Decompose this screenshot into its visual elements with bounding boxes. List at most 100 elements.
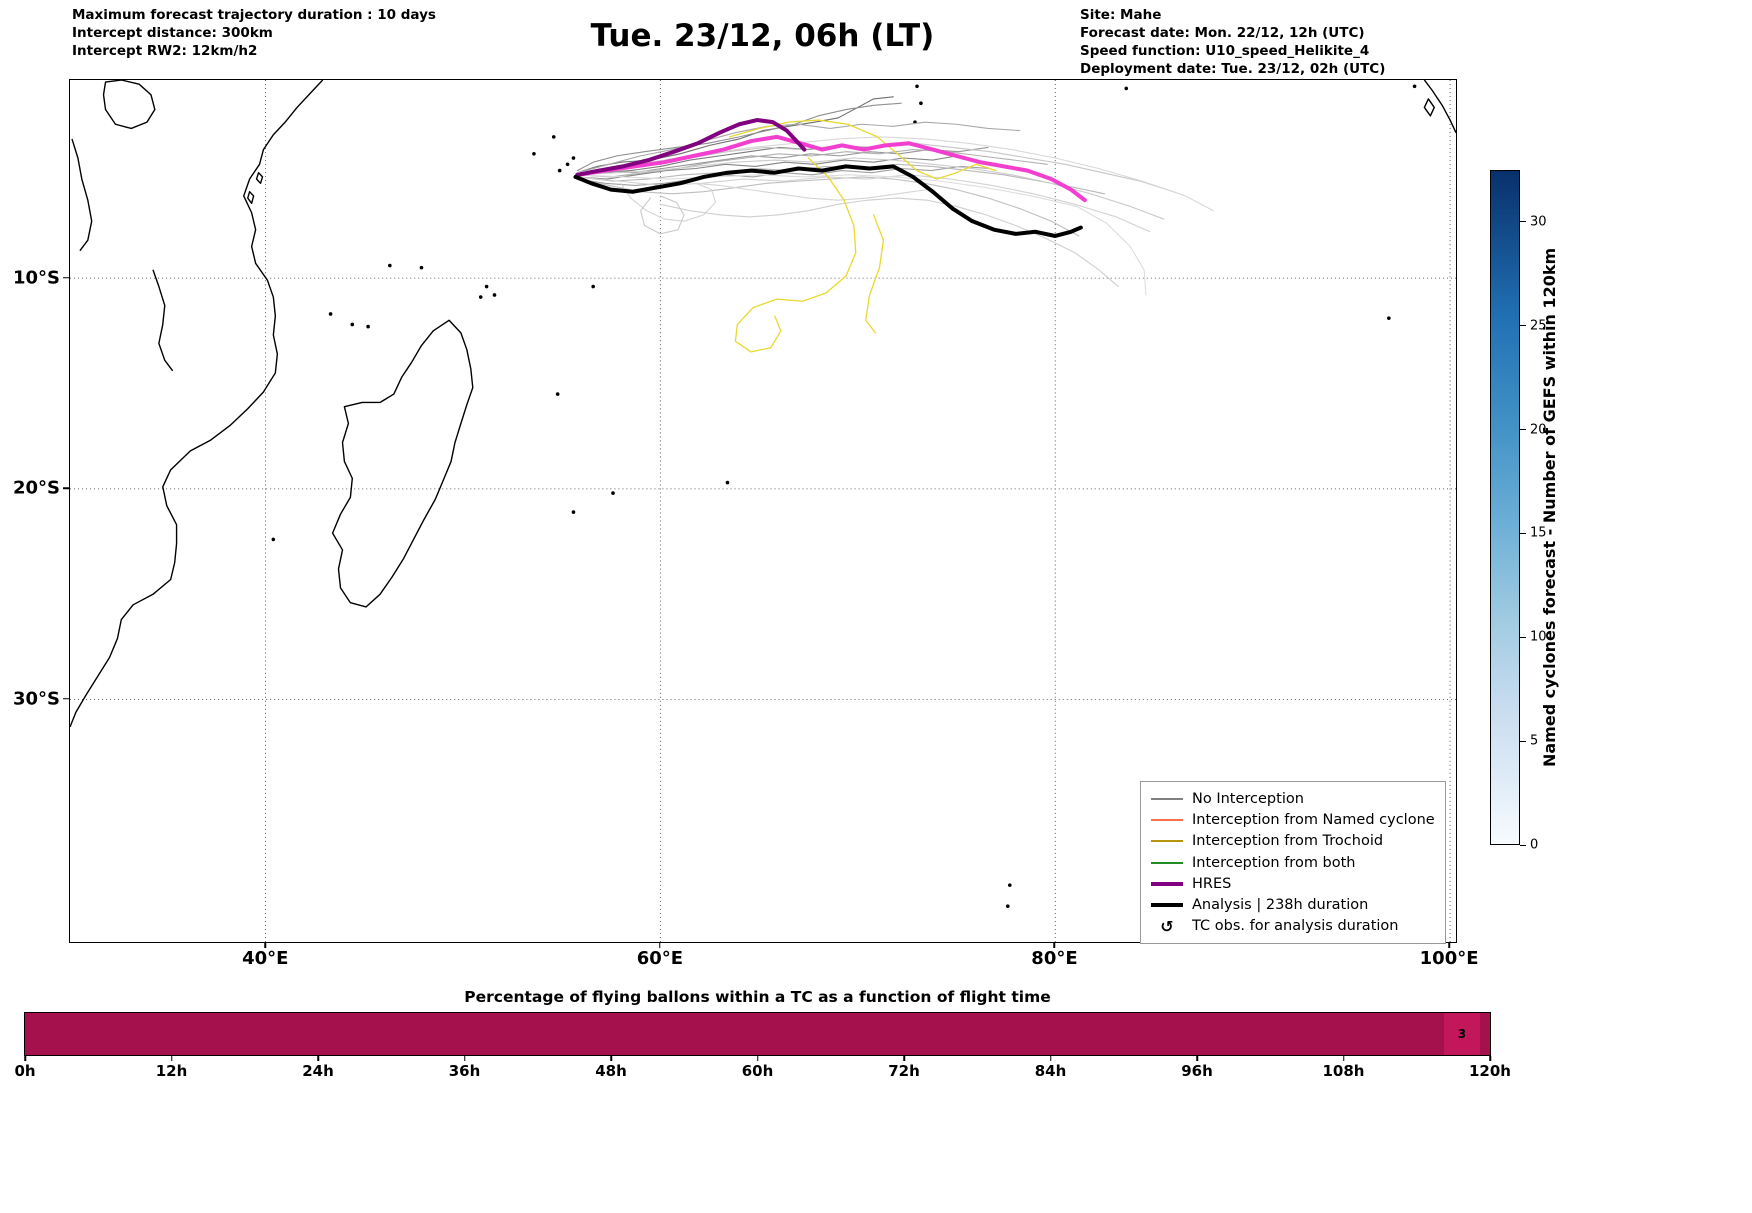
- bottom-tick-mark: [1489, 1056, 1491, 1061]
- colorbar-tick-label: 10: [1530, 629, 1547, 645]
- trajectory-GEFS-01: [576, 95, 894, 173]
- coastline-lake-tanganyika: [70, 138, 92, 251]
- island-dot: [492, 292, 496, 297]
- legend-row: Analysis | 238h duration: [1151, 894, 1435, 915]
- y-tick-label: 30°S: [12, 688, 60, 710]
- x-tick-label: 40°E: [242, 948, 289, 969]
- bottom-tick-mark: [1049, 1056, 1052, 1061]
- legend-line: [1151, 861, 1183, 864]
- header-right-line-1: Site: Mahe: [1080, 7, 1162, 23]
- island-dot: [914, 84, 919, 88]
- legend-line: [1151, 797, 1183, 800]
- legend-line: [1151, 903, 1183, 908]
- island-dot: [557, 168, 561, 172]
- bottom-tick-label: 48h: [595, 1062, 627, 1080]
- legend-line-sample: [1151, 903, 1183, 908]
- bottom-tick-label: 24h: [302, 1062, 334, 1080]
- legend-line: [1151, 818, 1183, 821]
- legend-row: HRES: [1151, 873, 1435, 894]
- island-dot: [610, 490, 615, 495]
- bottom-tick-label: 12h: [155, 1062, 188, 1080]
- legend-line-sample: [1151, 818, 1183, 821]
- legend-row: ↺ TC obs. for analysis duration: [1151, 916, 1435, 937]
- legend-line-sample: [1151, 797, 1183, 800]
- y-tick-mark: [63, 277, 69, 279]
- colorbar-tick-label: 0: [1530, 837, 1539, 853]
- colorbar-tick-label: 20: [1530, 422, 1547, 438]
- bottom-tick-mark: [170, 1056, 173, 1061]
- trajectory-GEFS-16: [619, 182, 927, 222]
- header-right-line-2: Forecast date: Mon. 22/12, 12h (UTC): [1080, 25, 1365, 41]
- bottom-tick-label: 84h: [1034, 1062, 1067, 1080]
- legend-row: No Interception: [1151, 788, 1435, 809]
- island-dot: [918, 100, 923, 105]
- island-dot: [271, 537, 275, 541]
- island-dot: [590, 284, 595, 288]
- legend-row: Interception from Named cyclone: [1151, 809, 1435, 830]
- coastline-lake-victoria: [102, 79, 156, 129]
- x-tick-label: 100°E: [1419, 948, 1479, 969]
- coastline-sumatra-offshore-island: [1423, 97, 1435, 117]
- legend-label: No Interception: [1192, 790, 1304, 807]
- bottom-tick-label: 72h: [888, 1062, 920, 1080]
- y-tick-mark: [63, 698, 69, 700]
- bottom-tick-mark: [1196, 1056, 1198, 1061]
- coastline-sumatra-tip: [1423, 79, 1456, 133]
- colorbar-tick-label: 5: [1530, 733, 1539, 749]
- bar-value-label: 3: [1457, 1027, 1467, 1041]
- colorbar-tick-mark: [1520, 325, 1526, 327]
- x-tick-mark: [659, 942, 661, 948]
- island-dot: [484, 284, 488, 288]
- bottom-tick-label: 60h: [741, 1062, 774, 1080]
- island-dot: [571, 509, 575, 514]
- bottom-tick-mark: [903, 1056, 905, 1061]
- coastline-lake-malawi: [151, 268, 173, 371]
- island-dot: [365, 324, 370, 328]
- island-dot: [387, 263, 392, 267]
- island-dot: [1386, 315, 1391, 320]
- island-dot: [565, 161, 569, 166]
- coastline-pemba-island: [246, 190, 254, 204]
- island-dot: [328, 311, 332, 316]
- island-dot: [1007, 882, 1012, 887]
- x-tick-mark: [1053, 942, 1056, 948]
- bar-highlight-segment: 3: [1443, 1013, 1481, 1055]
- legend-label: Analysis | 238h duration: [1192, 897, 1369, 914]
- trajectory-GEFS-17: [659, 196, 1119, 287]
- coastline-africa-east-coast: [69, 79, 323, 727]
- colorbar-tick-label: 25: [1530, 318, 1547, 334]
- legend-label: Interception from Trochoid: [1192, 833, 1384, 850]
- bottom-tick-label: 96h: [1181, 1062, 1213, 1080]
- x-tick-mark: [1448, 942, 1450, 948]
- y-tick-label: 10°S: [12, 267, 60, 289]
- legend-line-sample: [1151, 840, 1183, 843]
- legend-label: TC obs. for analysis duration: [1192, 918, 1399, 935]
- colorbar-tick-mark: [1520, 740, 1526, 742]
- bottom-tick-mark: [756, 1056, 759, 1061]
- trajectory-Trochoid-2: [734, 156, 856, 353]
- legend-line: [1151, 881, 1183, 886]
- island-dot: [555, 391, 559, 396]
- island-dot: [1412, 84, 1416, 88]
- map-legend: No Interception Interception from Named c…: [1140, 781, 1446, 945]
- colorbar-tick-mark: [1520, 221, 1526, 223]
- island-dot: [1005, 903, 1010, 908]
- bottom-bar-frame: [24, 1012, 1491, 1056]
- bottom-tick-label: 36h: [448, 1062, 481, 1080]
- figure-title: Tue. 23/12, 06h (LT): [590, 18, 935, 54]
- header-right: Site: Mahe Forecast date: Mon. 22/12, 12…: [1080, 6, 1385, 78]
- colorbar-tick-mark: [1520, 532, 1526, 534]
- header-left-line-2: Intercept distance: 300km: [72, 25, 273, 41]
- tc-obs-marker-icon: ↺: [1160, 916, 1174, 936]
- bottom-tick-mark: [1342, 1056, 1345, 1061]
- bottom-tick-mark: [610, 1056, 612, 1061]
- colorbar-label: Named cyclones forecast - Number of GEFS…: [1540, 247, 1559, 768]
- trajectory-GEFS-07: [576, 121, 1020, 173]
- bottom-tick-mark: [463, 1056, 466, 1061]
- header-left-line-3: Intercept RW2: 12km/h2: [72, 43, 258, 59]
- trajectory-GEFS-08: [576, 148, 1048, 177]
- island-dot: [571, 155, 575, 160]
- bottom-tick-label: 108h: [1322, 1062, 1365, 1080]
- bar-segment: [25, 1013, 1490, 1055]
